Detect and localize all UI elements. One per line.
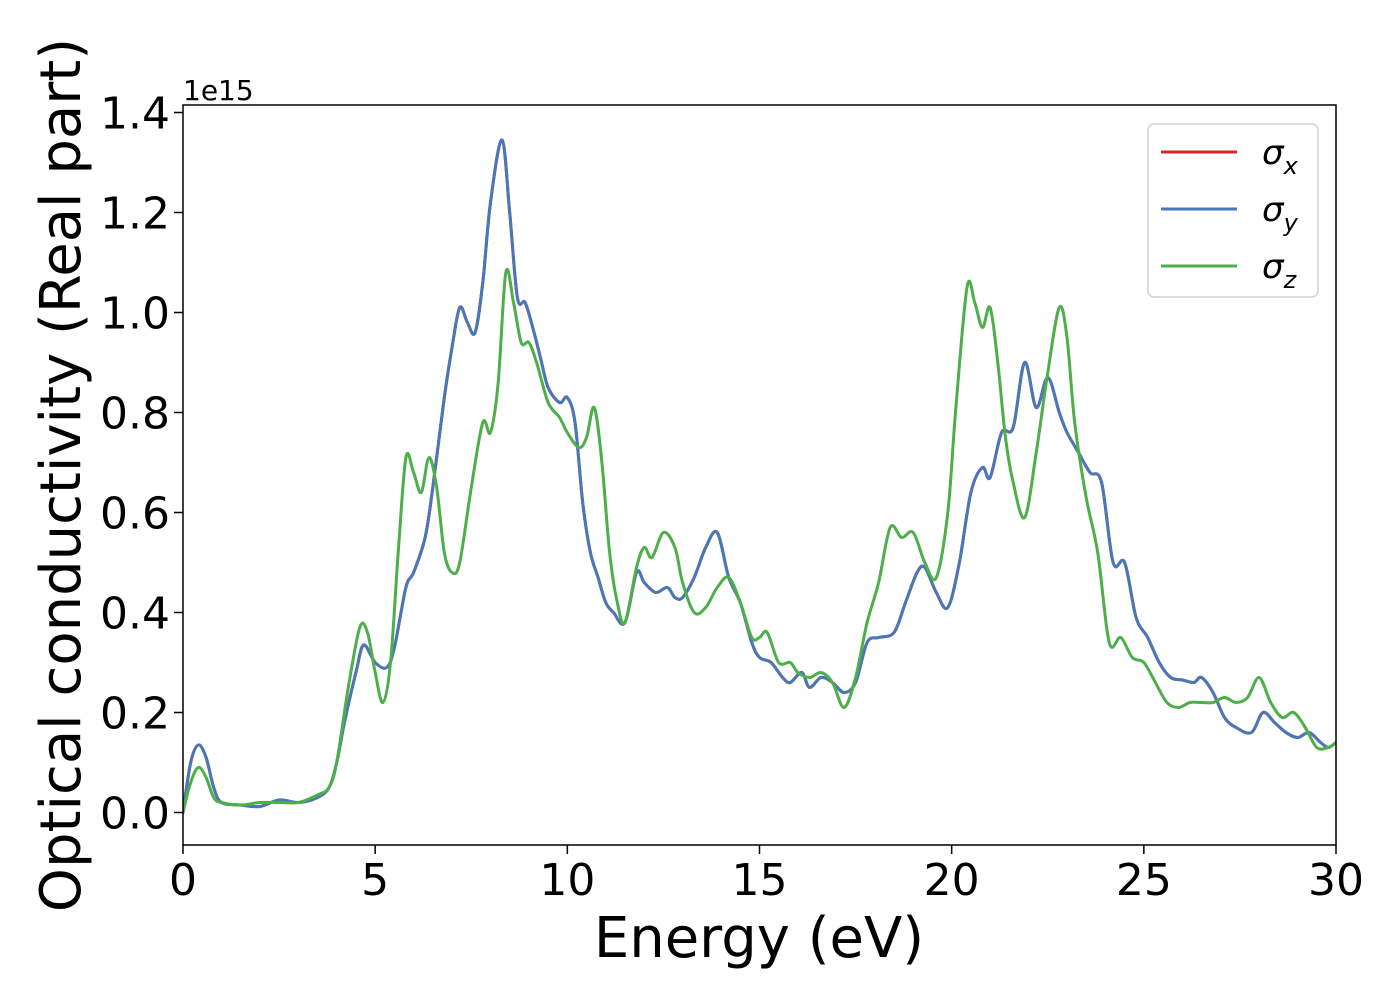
x-tick-label: 30 bbox=[1308, 855, 1364, 906]
x-tick-label: 5 bbox=[361, 855, 389, 906]
x-tick-label: 15 bbox=[732, 855, 788, 906]
y-tick-label: 1.4 bbox=[100, 89, 170, 140]
y-tick-label: 1.0 bbox=[100, 289, 170, 340]
x-tick-label: 20 bbox=[924, 855, 980, 906]
ticks-group: 0 5 10 15 20 25 30 0.0 0.2 0.4 0.6 0.8 1.0 1.2 1.4 bbox=[100, 89, 1364, 907]
legend-label-z: σz bbox=[1262, 247, 1298, 294]
y-tick-label: 0.8 bbox=[100, 389, 170, 440]
x-tick-label: 0 bbox=[169, 855, 197, 906]
y-tick-label: 0.6 bbox=[100, 489, 170, 540]
legend: σx σy σz bbox=[1147, 123, 1319, 298]
y-tick-label: 0.4 bbox=[100, 589, 170, 640]
x-tick-label: 25 bbox=[1116, 855, 1172, 906]
y-tick-label: 1.2 bbox=[100, 189, 170, 240]
y-offset-label: 1e15 bbox=[183, 74, 254, 107]
legend-label-x: σx bbox=[1262, 133, 1299, 180]
y-axis-label: Optical conductivity (Real part) bbox=[29, 38, 94, 912]
series-line-z bbox=[183, 267, 1336, 814]
series-group bbox=[183, 138, 1336, 814]
x-tick-label: 10 bbox=[539, 855, 595, 906]
legend-label-y: σy bbox=[1262, 190, 1299, 237]
y-tick-label: 0.2 bbox=[100, 689, 170, 740]
series-line-y bbox=[183, 138, 1336, 814]
y-tick-label: 0.0 bbox=[100, 789, 170, 840]
x-axis-label: Energy (eV) bbox=[594, 906, 924, 971]
